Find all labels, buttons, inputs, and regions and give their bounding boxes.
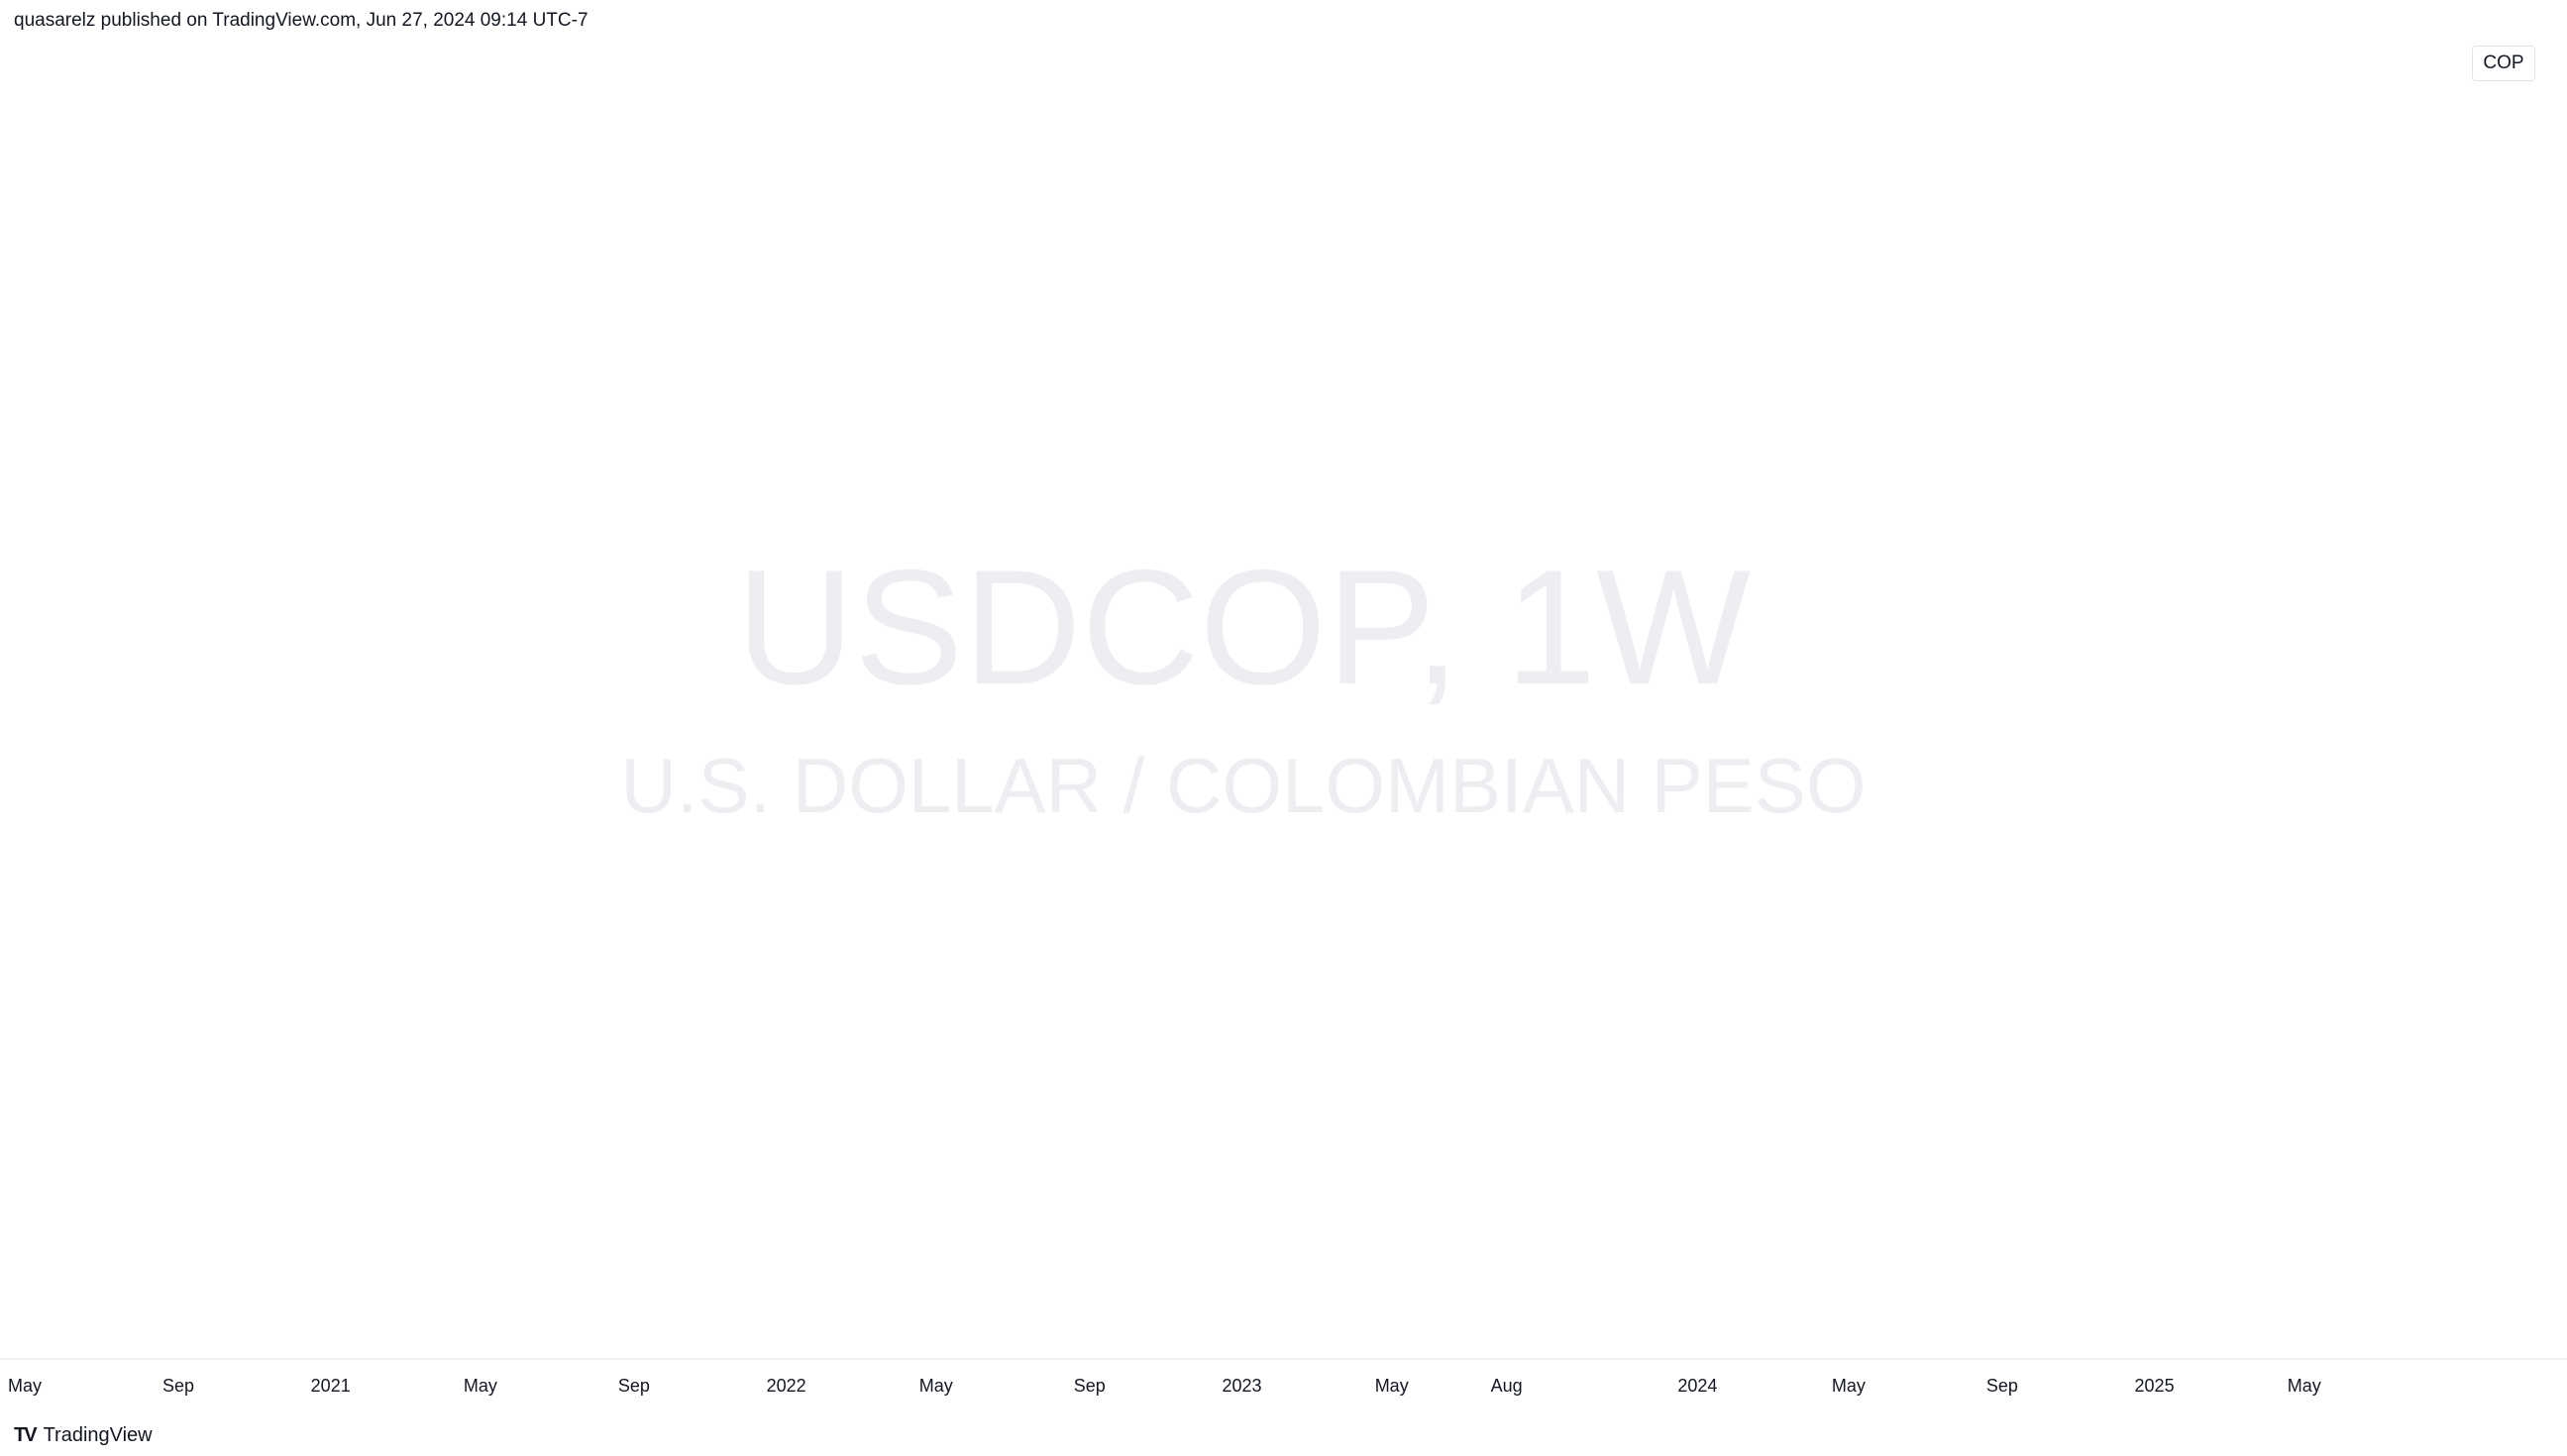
svg-text:Sep: Sep <box>1074 1376 1106 1396</box>
time-tick: May <box>2288 1376 2321 1396</box>
time-tick: Sep <box>1986 1376 2018 1396</box>
svg-text:2022: 2022 <box>767 1376 806 1396</box>
watermark: USDCOP, 1W U.S. DOLLAR / COLOMBIAN PESO <box>621 536 1867 829</box>
tradingview-logo-icon: TV <box>14 1423 38 1446</box>
time-tick: May <box>464 1376 497 1396</box>
currency-button[interactable]: COP <box>2472 46 2535 81</box>
svg-text:May: May <box>8 1376 42 1396</box>
tradingview-brand-name: TradingView <box>43 1423 153 1446</box>
time-tick: May <box>919 1376 953 1396</box>
svg-text:2023: 2023 <box>1222 1376 1261 1396</box>
watermark-symbol: USDCOP, 1W <box>736 536 1751 718</box>
watermark-description: U.S. DOLLAR / COLOMBIAN PESO <box>621 742 1867 829</box>
svg-text:2025: 2025 <box>2135 1376 2175 1396</box>
svg-text:2024: 2024 <box>1677 1376 1717 1396</box>
time-tick: 2024 <box>1677 1376 1717 1396</box>
svg-text:2021: 2021 <box>311 1376 351 1396</box>
time-tick: Sep <box>1074 1376 1106 1396</box>
time-axis[interactable]: May Sep 2021 May Sep 2022 May Sep 2023 May Aug 2024… <box>0 1358 2567 1396</box>
time-tick: Aug <box>1491 1376 1523 1396</box>
svg-text:May: May <box>2288 1376 2321 1396</box>
svg-text:May: May <box>464 1376 497 1396</box>
time-tick: 2023 <box>1222 1376 1261 1396</box>
svg-text:May: May <box>1375 1376 1409 1396</box>
tradingview-logo[interactable]: TV TradingView <box>14 1422 153 1448</box>
svg-text:Sep: Sep <box>162 1376 194 1396</box>
time-tick: Sep <box>618 1376 650 1396</box>
publisher-text: quasarelz published on TradingView.com, … <box>14 10 588 31</box>
time-tick: May <box>1832 1376 1866 1396</box>
svg-text:Sep: Sep <box>618 1376 650 1396</box>
svg-text:May: May <box>1832 1376 1866 1396</box>
svg-text:May: May <box>919 1376 953 1396</box>
time-tick: May <box>8 1376 42 1396</box>
time-tick: 2021 <box>311 1376 351 1396</box>
svg-text:Sep: Sep <box>1986 1376 2018 1396</box>
time-tick: 2025 <box>2135 1376 2175 1396</box>
time-tick: May <box>1375 1376 1409 1396</box>
time-tick: Sep <box>162 1376 194 1396</box>
svg-text:Aug: Aug <box>1491 1376 1523 1396</box>
time-tick: 2022 <box>767 1376 806 1396</box>
